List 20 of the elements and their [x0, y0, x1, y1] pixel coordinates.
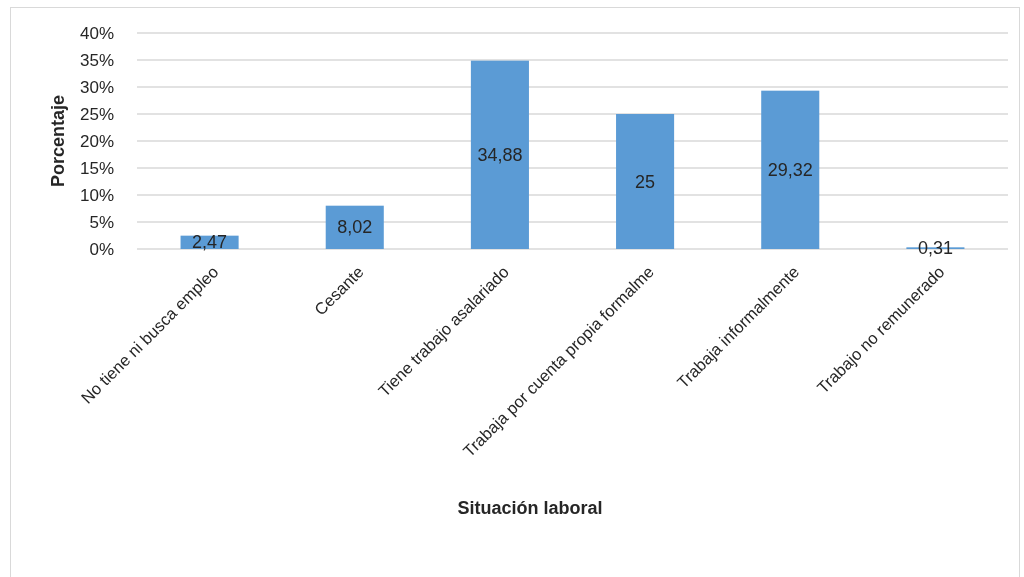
data-label: 2,47	[192, 232, 228, 253]
y-tick-label: 15%	[79, 158, 114, 178]
y-tick-label: 5%	[89, 212, 114, 232]
y-tick-label: 25%	[79, 104, 114, 124]
y-tick-label: 30%	[79, 77, 114, 97]
y-tick-label: 10%	[79, 185, 114, 205]
data-label: 25	[635, 171, 656, 192]
bar	[470, 60, 529, 249]
y-axis-title: Porcentaje	[48, 94, 68, 188]
y-tick-label: 20%	[79, 131, 114, 151]
data-label: 29,32	[767, 159, 813, 180]
y-tick-label: 35%	[79, 50, 114, 70]
bar	[616, 114, 675, 249]
x-axis-title: Situación laboral	[457, 498, 603, 518]
bar	[325, 205, 384, 249]
bar	[761, 90, 820, 249]
y-tick-label: 40%	[79, 23, 114, 43]
y-tick-label: 0%	[89, 239, 114, 259]
data-label: 8,02	[337, 217, 373, 238]
data-label: 34,88	[477, 144, 523, 165]
